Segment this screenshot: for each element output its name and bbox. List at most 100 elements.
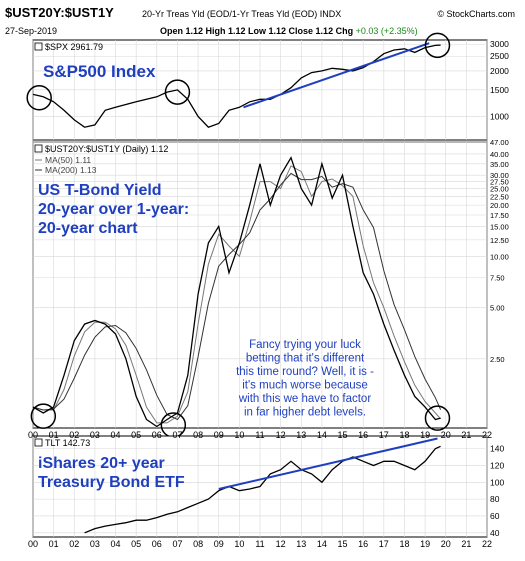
y-tick-label: 1000 [490,112,509,122]
x-tick-label: 00 [28,539,38,549]
x-tick-label: 20 [441,539,451,549]
y-tick-label: 7.50 [490,274,505,283]
trendline [218,437,438,490]
x-tick-label: 10 [234,430,244,440]
x-tick-label: 22 [482,539,492,549]
annotation-line: Treasury Bond ETF [38,474,185,491]
x-tick-label: 12 [276,539,286,549]
y-tick-label: 17.50 [490,211,509,220]
x-tick-label: 19 [420,539,430,549]
y-tick-label: 140 [490,444,504,454]
change-value: +0.03 (+2.35%) [355,26,418,36]
y-tick-label: 5.00 [490,304,505,313]
y-tick-label: 80 [490,494,500,504]
x-tick-label: 18 [399,539,409,549]
series-line-middle [32,156,441,428]
y-tick-label: 100 [490,477,504,487]
x-tick-label: 04 [111,539,121,549]
x-tick-label: 19 [420,430,430,440]
x-tick-label: 10 [234,539,244,549]
ohlc-readout: Open 1.12 High 1.12 Low 1.12 Close 1.12 … [160,26,418,36]
x-tick-label: 16 [358,539,368,549]
x-tick-label: 08 [193,430,203,440]
note-line: in far higher debt levels. [244,407,366,419]
x-tick-label: 04 [111,430,121,440]
y-tick-label: 1500 [490,85,509,95]
annotation-line: US T-Bond Yield [38,182,162,199]
x-tick-label: 05 [131,539,141,549]
note-line: it's much worse because [242,380,368,392]
note-line: betting that it's different [246,353,365,365]
note-line: this time round? Well, it is - [236,366,374,378]
x-tick-label: 14 [317,539,327,549]
y-tick-label: 12.50 [490,236,509,245]
x-tick-label: 21 [461,430,471,440]
x-tick-label: 06 [152,539,162,549]
annotation-line: 20-year over 1-year: [38,201,189,218]
legend-label: $UST20Y:$UST1Y (Daily) 1.12 [45,144,168,154]
x-tick-label: 08 [193,539,203,549]
chart-ticker: $UST20Y:$UST1Y [5,5,114,20]
x-tick-label: 13 [296,430,306,440]
x-tick-label: 02 [69,539,79,549]
annotation-title: S&P500 Index [43,62,156,81]
legend-label: TLT 142.73 [45,438,90,448]
highlight-circle [164,79,191,105]
y-tick-label: 15.00 [490,222,509,231]
y-tick-label: 2000 [490,66,509,76]
x-tick-label: 02 [69,430,79,440]
y-tick-label: 120 [490,460,504,470]
annotation-line: 20-year chart [38,220,138,237]
chart-header: $UST20Y:$UST1Y 20-Yr Treas Yld (EOD/1-Yr… [0,0,525,40]
chart-subtitle: 20-Yr Treas Yld (EOD/1-Yr Treas Yld (EOD… [142,9,342,19]
highlight-circle [26,85,52,111]
x-tick-label: 18 [399,430,409,440]
series-line-top [32,44,441,128]
legend-ma50: MA(50) 1.11 [45,155,91,165]
x-tick-label: 16 [358,430,368,440]
x-tick-label: 15 [338,539,348,549]
x-tick-label: 09 [214,430,224,440]
x-tick-label: 21 [461,539,471,549]
series-line-bottom [84,445,441,534]
y-tick-label: 30.00 [490,171,509,180]
highlight-circle [424,32,451,59]
legend-swatch [34,438,43,447]
x-tick-label: 11 [255,430,264,440]
y-tick-label: 60 [490,511,500,521]
x-tick-label: 14 [317,430,327,440]
panel-top: 3000 2500 2000 1500 1000 $SPX 2961.79 S&P500 I… [26,32,509,141]
x-tick-label: 01 [49,430,59,440]
x-tick-label: 17 [379,539,389,549]
y-tick-label: 20.00 [490,201,509,210]
legend-label: $SPX 2961.79 [45,42,103,52]
y-tick-label: 3000 [490,39,509,49]
chart-date: 27-Sep-2019 [5,26,58,36]
y-tick-label: 27.50 [490,178,509,187]
y-tick-label: 22.50 [490,192,509,201]
annotation-line: iShares 20+ year [38,455,165,472]
x-tick-label: 00 [28,430,38,440]
ohlc-values: Open 1.12 High 1.12 Low 1.12 Close 1.12 … [160,26,354,36]
y-tick-label: 10.00 [490,252,509,261]
highlight-circle [424,405,451,431]
note-line: Fancy trying your luck [249,339,361,351]
panel-bottom: 140 120 100 80 60 40 TLT 142.73 iShares 20+ yea… [32,435,504,538]
y-tick-label: 25.00 [490,185,509,194]
x-tick-label: 05 [131,430,141,440]
x-tick-label: 17 [379,430,389,440]
x-tick-label: 15 [338,430,348,440]
note-line: with this we have to factor [238,393,371,405]
x-tick-label: 03 [90,430,100,440]
legend-swatch [34,144,43,153]
trendline [243,42,430,109]
y-tick-label: 2500 [490,51,509,61]
legend-swatch [34,42,43,51]
legend-ma200: MA(200) 1.13 [45,165,97,175]
x-tick-label: 09 [214,539,224,549]
x-tick-label: 13 [296,539,306,549]
y-tick-label: 2.50 [490,355,505,364]
y-tick-label: 40.00 [490,150,509,159]
